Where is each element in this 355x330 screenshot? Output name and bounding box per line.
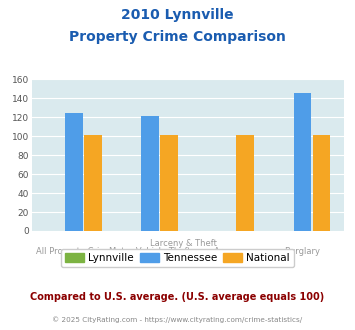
Text: All Property Crime: All Property Crime xyxy=(36,247,112,256)
Text: Motor Vehicle Theft: Motor Vehicle Theft xyxy=(109,247,191,256)
Text: 2010 Lynnville: 2010 Lynnville xyxy=(121,8,234,22)
Legend: Lynnville, Tennessee, National: Lynnville, Tennessee, National xyxy=(61,249,294,267)
Text: Compared to U.S. average. (U.S. average equals 100): Compared to U.S. average. (U.S. average … xyxy=(31,292,324,302)
Bar xyxy=(65,113,83,231)
Bar xyxy=(313,135,330,231)
Text: © 2025 CityRating.com - https://www.cityrating.com/crime-statistics/: © 2025 CityRating.com - https://www.city… xyxy=(53,317,302,323)
Bar xyxy=(84,135,102,231)
Bar xyxy=(294,93,311,231)
Text: Property Crime Comparison: Property Crime Comparison xyxy=(69,30,286,44)
Bar xyxy=(236,135,254,231)
Bar xyxy=(160,135,178,231)
Bar xyxy=(141,116,159,231)
Text: Larceny & Theft: Larceny & Theft xyxy=(150,239,217,248)
Text: Arson: Arson xyxy=(214,247,238,256)
Text: Burglary: Burglary xyxy=(284,247,320,256)
